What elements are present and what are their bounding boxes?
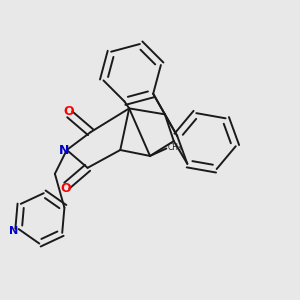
Text: N: N xyxy=(9,226,18,236)
Text: O: O xyxy=(60,182,70,195)
Text: CH₃: CH₃ xyxy=(167,143,182,152)
Text: O: O xyxy=(63,105,74,118)
Text: N: N xyxy=(59,143,70,157)
